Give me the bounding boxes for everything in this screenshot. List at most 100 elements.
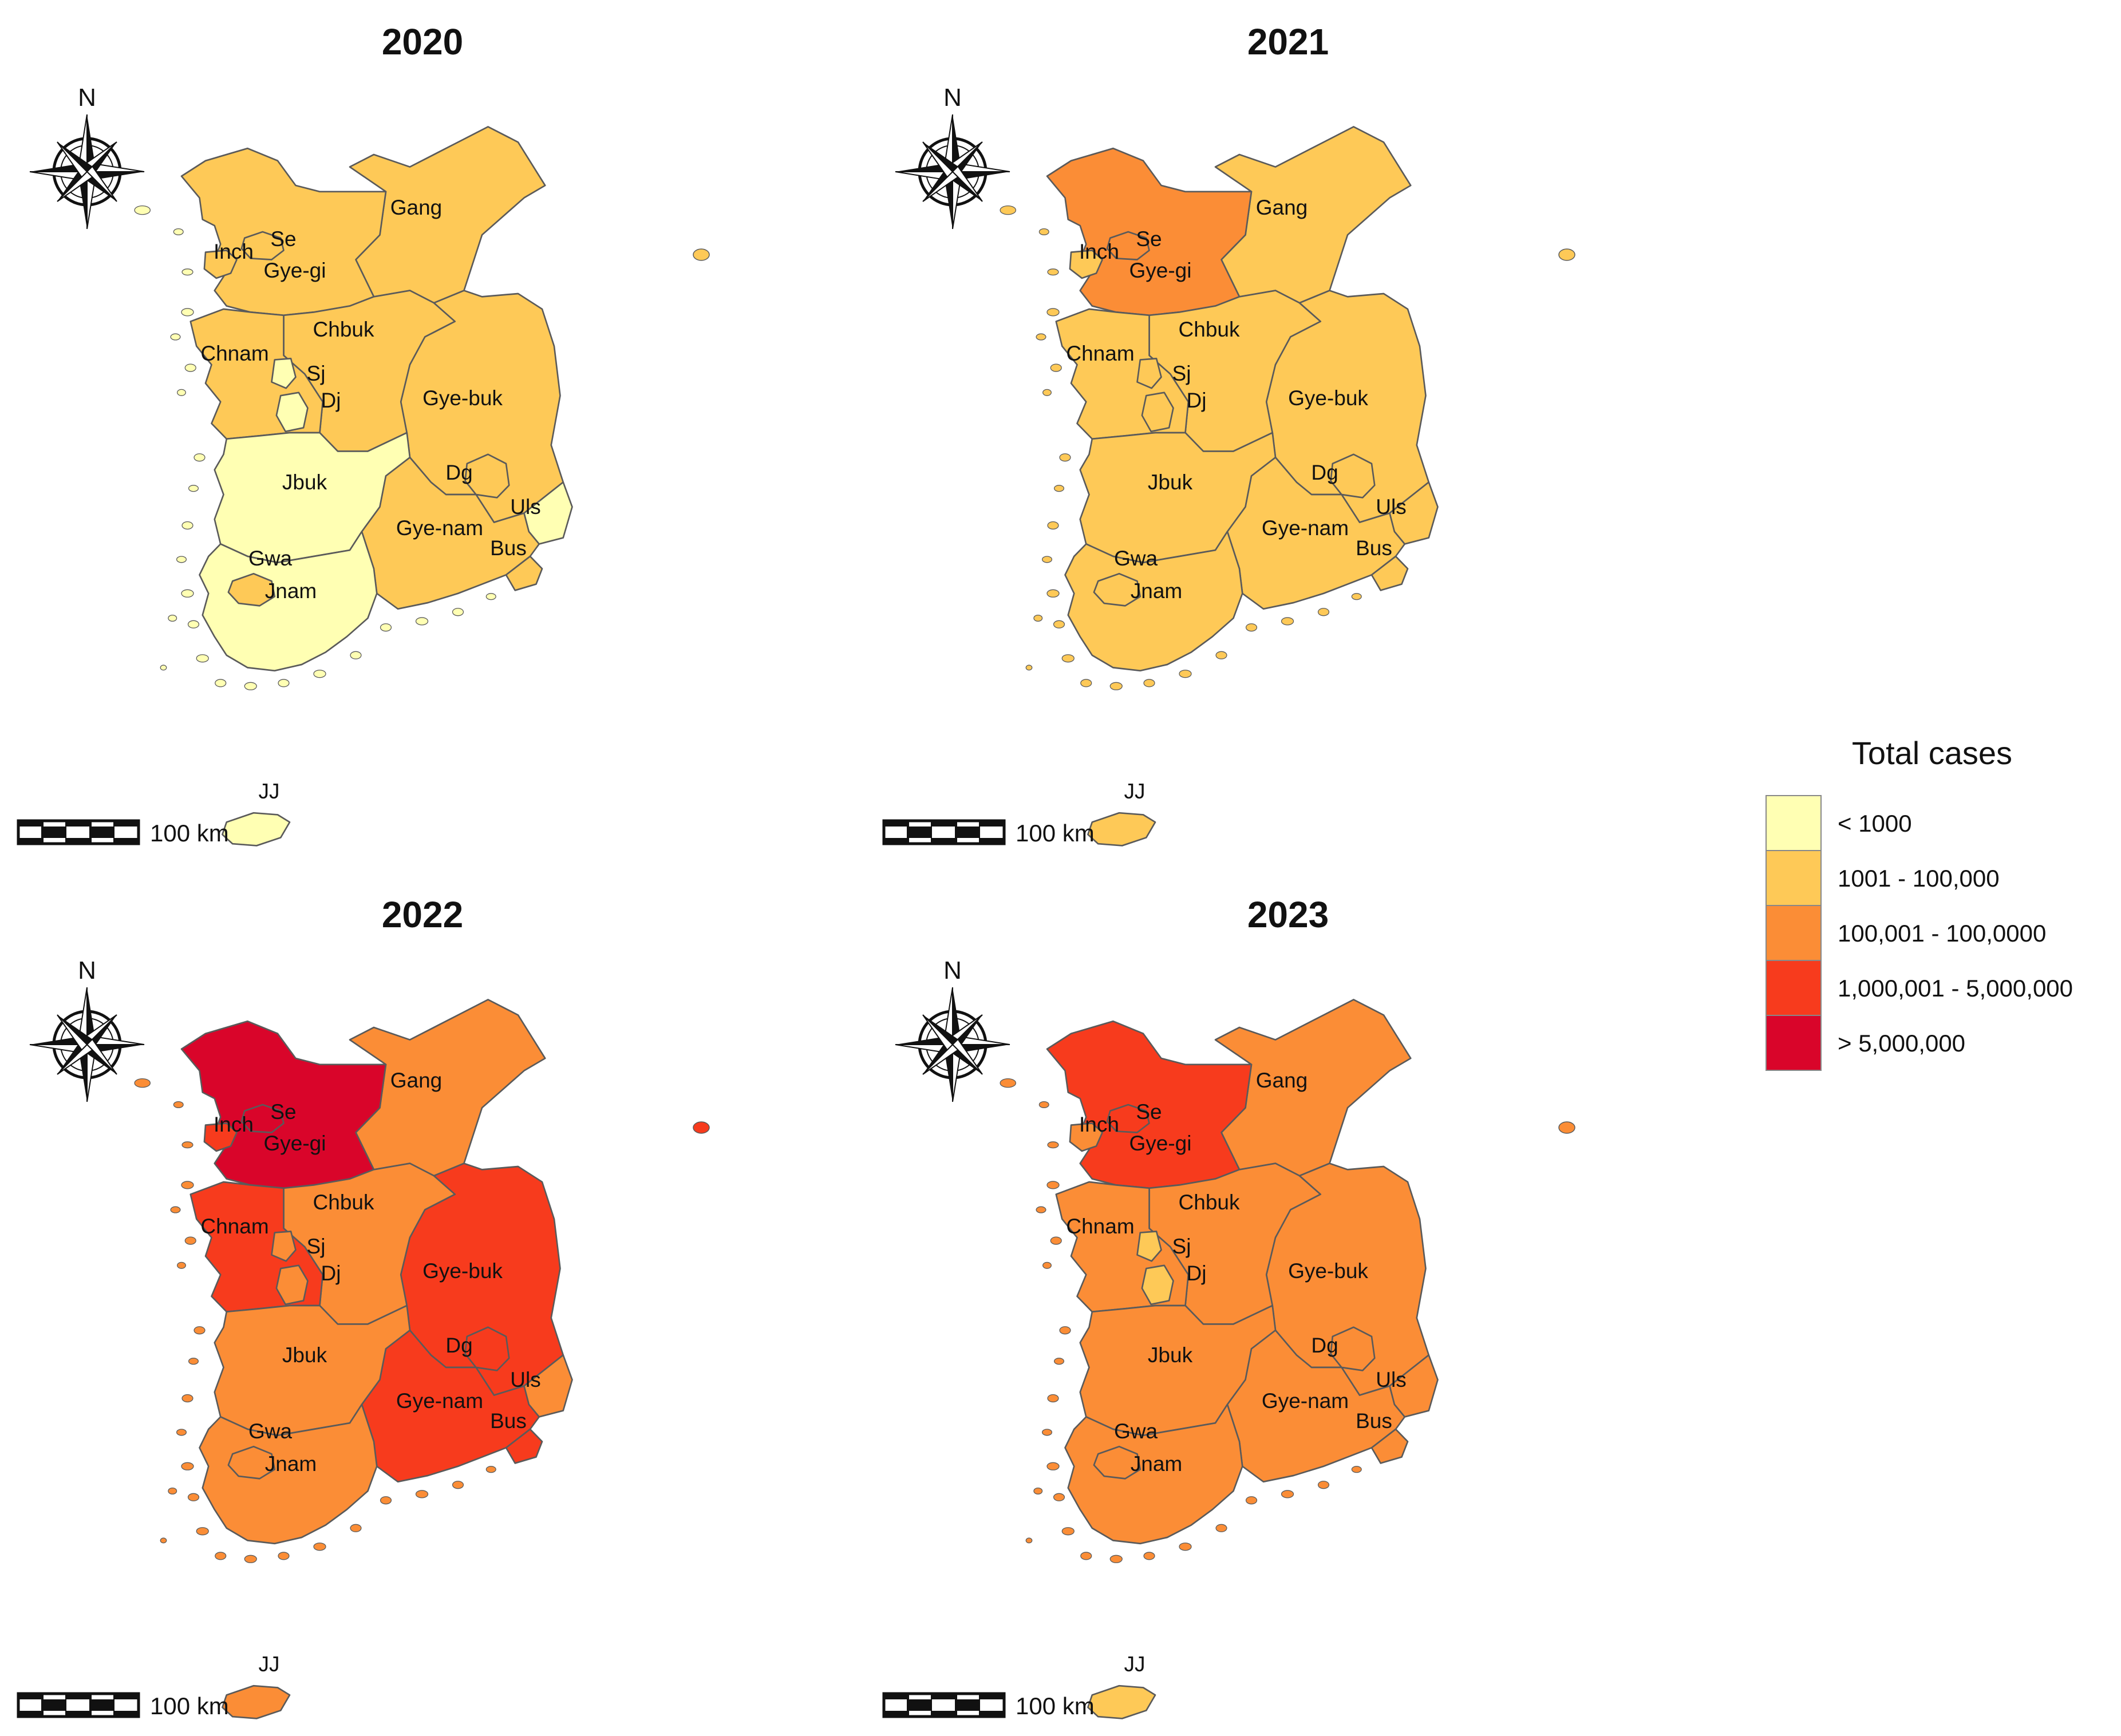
map-panel-2020: 2020 N Gang Gye-gi Chbuk Chnam Gye-buk Jbuk Gye-…	[17, 21, 710, 847]
north-label: N	[78, 84, 96, 112]
region-label-inch: Inch	[214, 240, 254, 263]
panel-title: 2022	[382, 894, 463, 935]
region-label-uls: Uls	[1376, 1368, 1406, 1391]
map-panel-2022: 2022 N Gang Gye-gi Chbuk Chnam Gye-buk Jbuk Gye-…	[17, 894, 710, 1719]
north-arrow-icon: N	[29, 956, 145, 1102]
region-label-sj: Sj	[307, 1235, 326, 1258]
scale-bar: 100 km	[882, 1692, 1095, 1719]
region-label-chnam: Chnam	[200, 1215, 268, 1238]
region-label-gye-nam: Gye-nam	[1262, 516, 1349, 540]
region-label-gwa: Gwa	[248, 547, 293, 570]
region-label-jnam: Jnam	[265, 1452, 317, 1476]
map-panel-2021: 2021 N Gang Gye-gi Chbuk Chnam Gye-buk Jbuk Gye-…	[882, 21, 1575, 847]
legend-label: < 1000	[1838, 810, 1912, 837]
scale-label: 100 km	[150, 820, 229, 847]
region-label-jbuk: Jbuk	[282, 470, 327, 494]
region-label-gye-gi: Gye-gi	[264, 1132, 326, 1155]
region-label-gwa: Gwa	[1114, 547, 1158, 570]
region-label-gye-buk: Gye-buk	[422, 1259, 503, 1283]
legend-swatch	[1765, 795, 1822, 851]
panel-title: 2021	[1247, 21, 1329, 62]
panel-title: 2020	[382, 21, 463, 62]
region-label-chbuk: Chbuk	[1179, 318, 1240, 341]
legend-swatch	[1765, 850, 1822, 906]
region-label-inch: Inch	[214, 1113, 254, 1136]
region-label-gang: Gang	[1256, 196, 1308, 219]
region-jj	[222, 812, 291, 847]
region-label-gye-nam: Gye-nam	[1262, 1389, 1349, 1413]
region-label-jj: JJ	[1124, 780, 1146, 803]
region-jj	[222, 1684, 291, 1719]
region-label-gang: Gang	[1256, 1069, 1308, 1092]
region-label-dj: Dj	[1187, 1262, 1207, 1285]
region-label-bus: Bus	[1356, 1409, 1392, 1433]
region-label-jbuk: Jbuk	[1148, 1343, 1193, 1367]
region-label-chbuk: Chbuk	[313, 1191, 374, 1214]
scale-label: 100 km	[1016, 820, 1095, 847]
region-label-jj: JJ	[1124, 1652, 1146, 1676]
scale-label: 100 km	[1016, 1692, 1095, 1719]
north-label: N	[943, 956, 962, 984]
east-island	[693, 1121, 710, 1134]
region-label-gang: Gang	[390, 196, 443, 219]
region-label-uls: Uls	[510, 1368, 540, 1391]
region-label-gye-buk: Gye-buk	[1288, 1259, 1368, 1283]
korea-map	[1000, 999, 1439, 1719]
region-label-gye-nam: Gye-nam	[396, 1389, 483, 1413]
legend-title: Total cases	[1852, 735, 2012, 771]
region-label-dg: Dg	[1311, 461, 1338, 484]
region-label-jnam: Jnam	[1131, 579, 1182, 603]
legend-label: > 5,000,000	[1838, 1030, 1965, 1057]
region-label-gye-nam: Gye-nam	[396, 516, 483, 540]
region-label-gang: Gang	[390, 1069, 443, 1092]
region-label-jbuk: Jbuk	[282, 1343, 327, 1367]
region-label-dj: Dj	[1187, 389, 1207, 412]
legend-swatch	[1765, 1015, 1822, 1071]
north-label: N	[943, 84, 962, 112]
legend-label: 1001 - 100,000	[1838, 865, 2000, 892]
region-label-gwa: Gwa	[1114, 1419, 1158, 1443]
region-label-jnam: Jnam	[265, 579, 317, 603]
region-label-inch: Inch	[1079, 1113, 1119, 1136]
east-island	[693, 248, 710, 261]
region-label-jj: JJ	[259, 1652, 280, 1676]
east-island	[1558, 1121, 1575, 1134]
region-label-inch: Inch	[1079, 240, 1119, 263]
region-label-dj: Dj	[321, 389, 341, 412]
region-label-bus: Bus	[1356, 536, 1392, 560]
region-label-chnam: Chnam	[200, 342, 268, 365]
legend-swatch	[1765, 960, 1822, 1016]
legend-swatch	[1765, 905, 1822, 961]
scale-bar: 100 km	[17, 819, 229, 847]
region-label-bus: Bus	[490, 536, 527, 560]
region-label-se: Se	[1136, 1100, 1162, 1124]
region-label-se: Se	[1136, 227, 1162, 251]
scale-bar: 100 km	[17, 1692, 229, 1719]
north-label: N	[78, 956, 96, 984]
region-label-sj: Sj	[307, 362, 326, 385]
north-arrow-icon: N	[895, 956, 1010, 1102]
legend-label: 100,001 - 100,0000	[1838, 920, 2046, 947]
region-label-jj: JJ	[259, 780, 280, 803]
region-label-dj: Dj	[321, 1262, 341, 1285]
region-label-se: Se	[270, 227, 296, 251]
north-arrow-icon: N	[895, 84, 1010, 230]
scale-label: 100 km	[150, 1692, 229, 1719]
region-label-dg: Dg	[445, 461, 472, 484]
region-label-chnam: Chnam	[1066, 1215, 1134, 1238]
scale-bar: 100 km	[882, 819, 1095, 847]
region-label-gye-buk: Gye-buk	[1288, 386, 1368, 410]
region-label-gye-buk: Gye-buk	[422, 386, 503, 410]
region-label-chnam: Chnam	[1066, 342, 1134, 365]
north-arrow-icon: N	[29, 84, 145, 230]
korea-map	[134, 126, 573, 847]
region-label-uls: Uls	[1376, 495, 1406, 519]
region-jj	[1087, 1684, 1156, 1719]
legend-label: 1,000,001 - 5,000,000	[1838, 975, 2073, 1002]
east-island	[1558, 248, 1575, 261]
region-jj	[1087, 812, 1156, 847]
region-label-se: Se	[270, 1100, 296, 1124]
region-label-sj: Sj	[1172, 362, 1191, 385]
region-label-gye-gi: Gye-gi	[1129, 259, 1192, 282]
